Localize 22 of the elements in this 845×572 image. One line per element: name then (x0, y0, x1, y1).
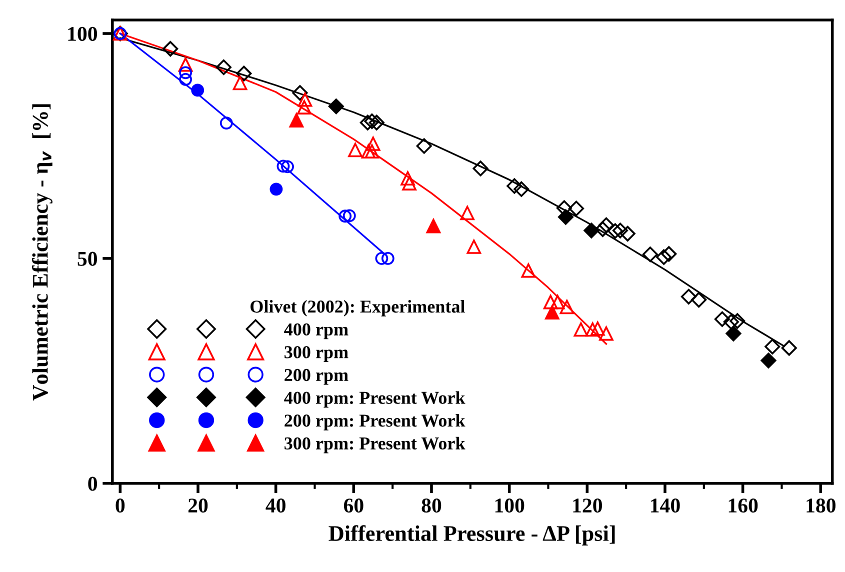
y-tick-label: 100 (68, 26, 98, 41)
legend-label: 200 rpm (284, 368, 348, 385)
x-tick-label: 160 (728, 498, 758, 513)
x-tick-label: 60 (344, 498, 364, 513)
x-tick-label: 100 (495, 498, 524, 513)
x-tick-label: 120 (573, 498, 602, 513)
x-tick-label: 140 (651, 498, 680, 513)
legend-label: 400 rpm (284, 323, 348, 340)
y-tick-label: 50 (78, 252, 98, 266)
y-tick-label: 0 (88, 476, 98, 491)
x-tick-label: 40 (266, 498, 286, 513)
legend-label: 300 rpm (284, 346, 348, 362)
x-tick-label: 20 (188, 498, 208, 513)
legend-label: 400 rpm: Present Work (284, 391, 466, 408)
legend-title: Olivet (2002): Experimental (250, 300, 465, 316)
y-axis-title: Volumetric Efficiency - η$_{v}$ [%] (32, 104, 52, 401)
x-tick-label: 80 (422, 498, 442, 513)
legend-label: 200 rpm: Present Work (284, 414, 466, 430)
x-axis-title: Differential Pressure - ΔP [psi] (328, 525, 615, 546)
x-tick-label: 180 (806, 498, 836, 513)
legend-label: 300 rpm: Present Work (284, 436, 466, 454)
x-tick-label: 0 (116, 498, 125, 513)
